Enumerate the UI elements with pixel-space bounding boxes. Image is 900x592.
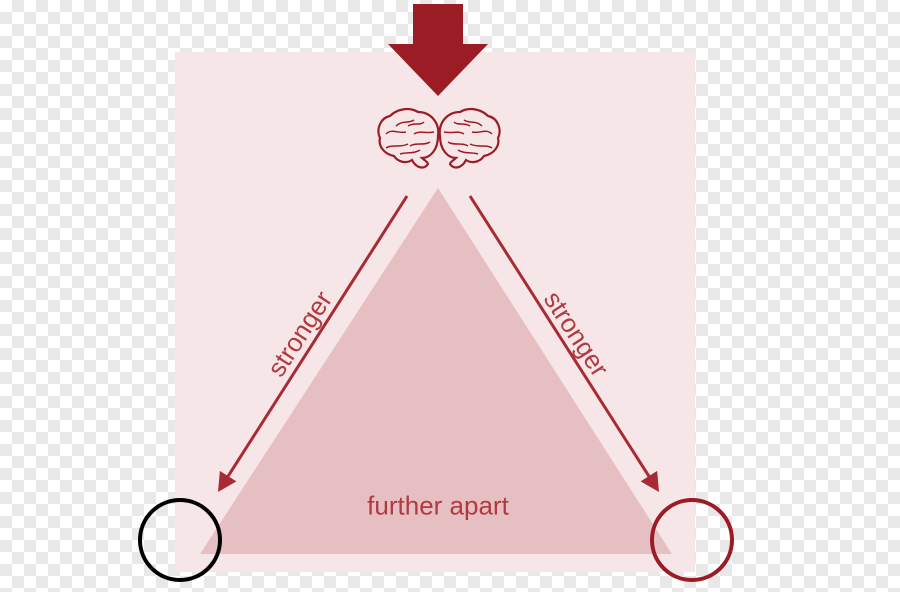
label-further-apart: further apart [367,491,509,522]
top-arrow-shaft [413,4,463,44]
diagram-stage: stronger stronger further apart [0,0,900,587]
